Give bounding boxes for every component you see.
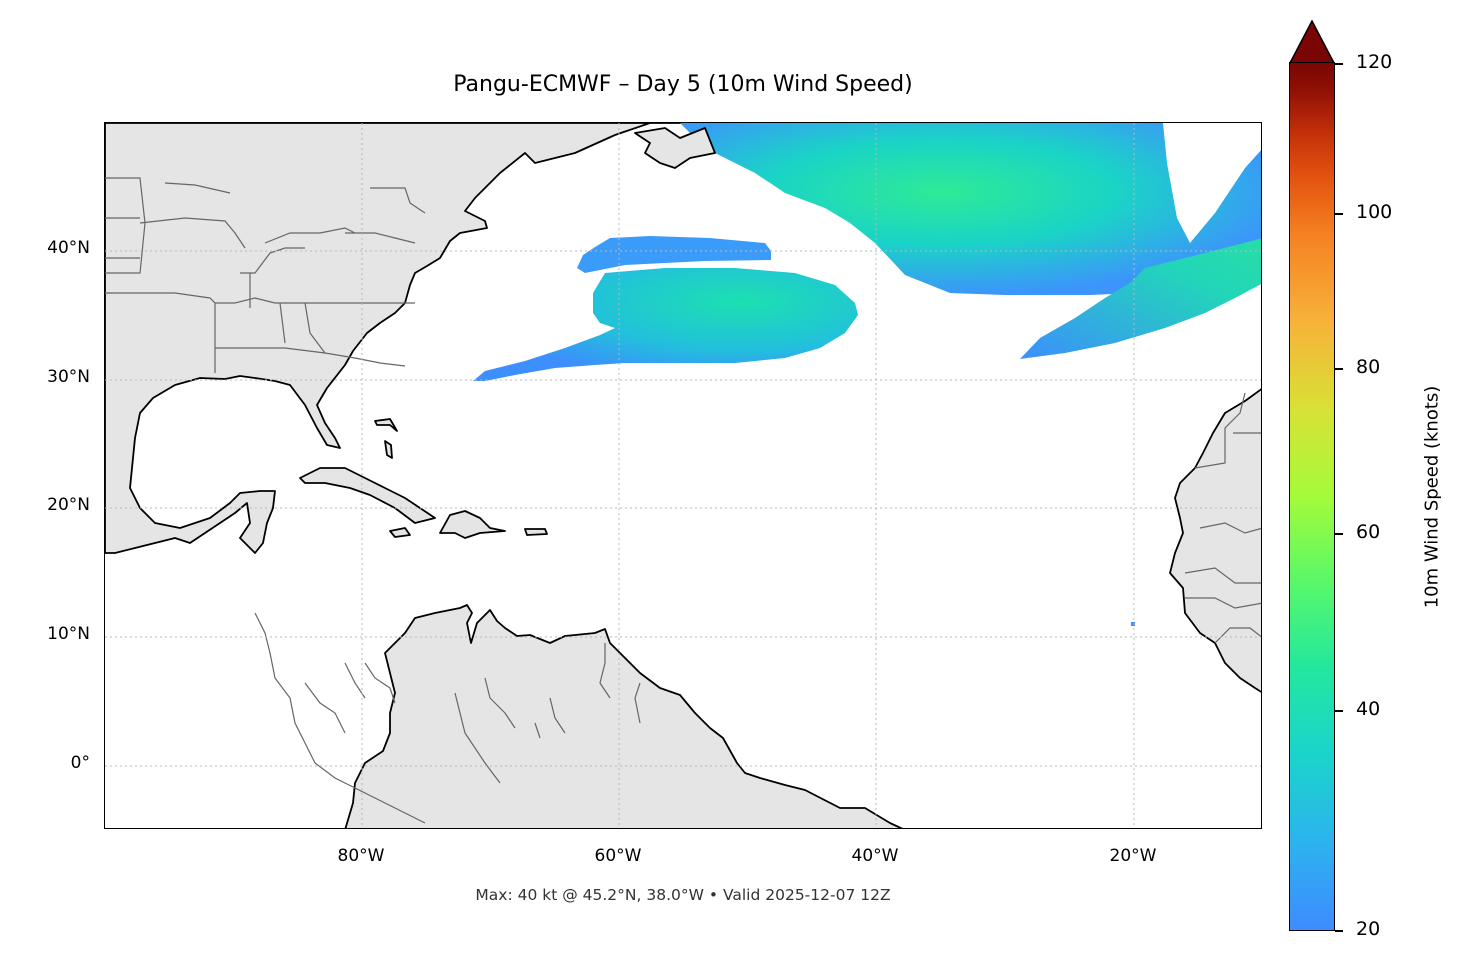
lon-label-60w: 60°W bbox=[594, 846, 642, 866]
lon-label-40w: 40°W bbox=[851, 846, 899, 866]
colorbar-tick bbox=[1335, 930, 1343, 932]
lat-label-30n: 30°N bbox=[47, 367, 90, 387]
colorbar-label-40: 40 bbox=[1356, 698, 1381, 720]
colorbar-tick bbox=[1335, 710, 1343, 712]
colorbar-label-60: 60 bbox=[1356, 521, 1381, 543]
chart-title: Pangu-ECMWF – Day 5 (10m Wind Speed) bbox=[453, 72, 913, 97]
map-panel bbox=[104, 122, 1262, 829]
colorbar bbox=[1289, 62, 1335, 931]
lat-label-40n: 40°N bbox=[47, 238, 90, 258]
colorbar-label-80: 80 bbox=[1356, 356, 1381, 378]
colorbar-label-120: 120 bbox=[1356, 51, 1393, 73]
colorbar-label-20: 20 bbox=[1356, 918, 1381, 940]
land-masses bbox=[105, 123, 1261, 828]
lat-label-10n: 10°N bbox=[47, 624, 90, 644]
lat-label-20n: 20°N bbox=[47, 495, 90, 515]
gridlines bbox=[105, 123, 1261, 828]
lon-label-20w: 20°W bbox=[1109, 846, 1157, 866]
state-country-borders bbox=[105, 177, 1261, 824]
wind-field bbox=[473, 123, 1261, 626]
colorbar-tick bbox=[1335, 368, 1343, 370]
max-wind-footnote: Max: 40 kt @ 45.2°N, 38.0°W • Valid 2025… bbox=[475, 886, 891, 904]
colorbar-tick bbox=[1335, 213, 1343, 215]
lat-label-0: 0° bbox=[70, 753, 90, 773]
colorbar-tick bbox=[1335, 63, 1343, 65]
colorbar-extend-arrow-icon bbox=[1289, 20, 1335, 64]
map-canvas bbox=[105, 123, 1261, 828]
colorbar-title: 10m Wind Speed (knots) bbox=[1421, 385, 1443, 609]
colorbar-label-100: 100 bbox=[1356, 201, 1393, 223]
lon-label-80w: 80°W bbox=[337, 846, 385, 866]
colorbar-tick bbox=[1335, 533, 1343, 535]
